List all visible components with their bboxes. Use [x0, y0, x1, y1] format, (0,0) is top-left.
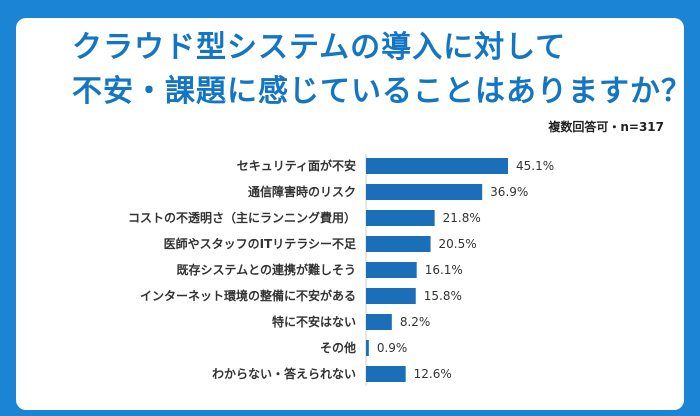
bar	[366, 236, 431, 252]
value-label: 16.1%	[425, 263, 463, 277]
title-line-2: 不安・課題に感じていることはありますか？	[72, 74, 692, 109]
value-label: 36.9%	[490, 185, 528, 199]
bar	[366, 314, 392, 330]
category-label: 医師やスタッフのITリテラシー不足	[164, 236, 356, 251]
bar	[366, 210, 435, 226]
bar	[366, 184, 483, 200]
value-label: 0.9%	[377, 341, 408, 355]
value-label: 12.6%	[414, 367, 452, 381]
category-label: 既存システムとの連携が難しそう	[176, 262, 356, 277]
bar	[366, 158, 508, 174]
category-label: コストの不透明さ（主にランニング費用）	[128, 210, 356, 225]
chart-title: クラウド型システムの導入に対して 不安・課題に感じていることはありますか？	[72, 26, 692, 114]
category-label: インターネット環境の整備に不安がある	[140, 288, 356, 303]
title-line-1: クラウド型システムの導入に対して	[72, 30, 567, 65]
category-label: その他	[320, 340, 356, 355]
category-label: わからない・答えられない	[212, 366, 356, 381]
category-label: 特に不安はない	[272, 314, 356, 329]
value-label: 20.5%	[439, 237, 477, 251]
bar	[366, 366, 406, 382]
bar	[366, 340, 369, 356]
bar	[366, 288, 416, 304]
card	[16, 18, 684, 410]
value-label: 21.8%	[443, 211, 481, 225]
value-label: 8.2%	[400, 315, 431, 329]
sample-note: 複数回答可・n=317	[548, 120, 664, 134]
value-label: 45.1%	[516, 159, 554, 173]
category-label: セキュリティ面が不安	[237, 158, 356, 173]
bar	[366, 262, 417, 278]
category-label: 通信障害時のリスク	[248, 184, 356, 199]
value-label: 15.8%	[424, 289, 462, 303]
